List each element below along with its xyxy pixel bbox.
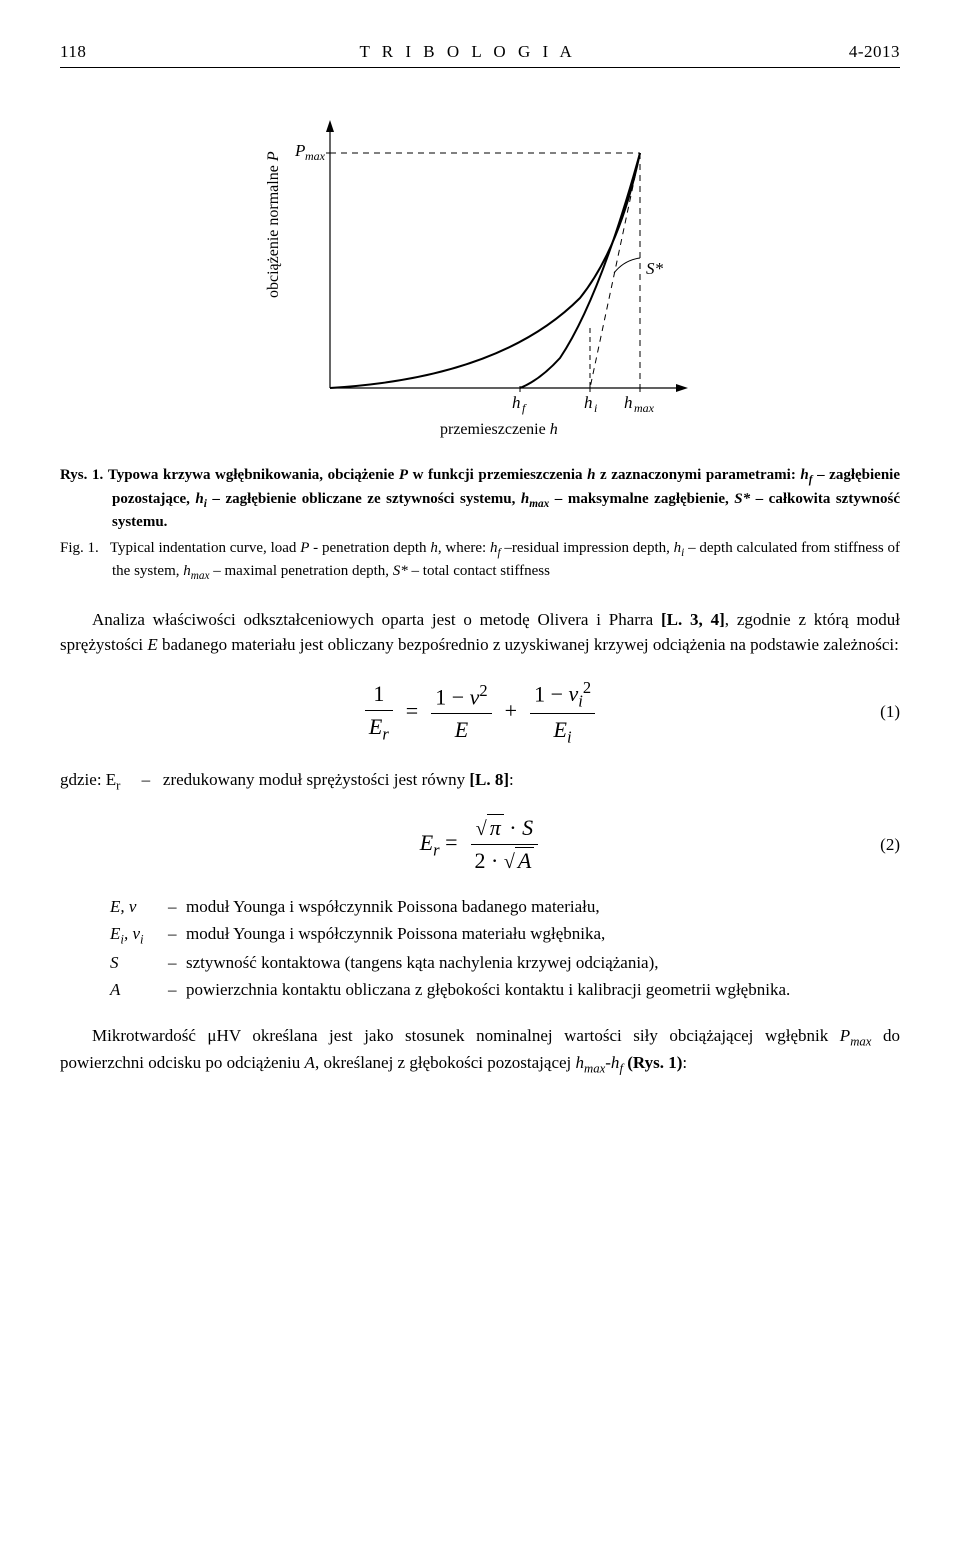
caption-en-text: Typical indentation curve, load P - pene…	[110, 540, 900, 579]
def-text: moduł Younga i współczynnik Poissona bad…	[186, 895, 900, 920]
def-row: E, ν – moduł Younga i współczynnik Poiss…	[110, 895, 900, 920]
def-row: Ei, νi – moduł Younga i współczynnik Poi…	[110, 922, 900, 949]
caption-pl: Rys. 1. Typowa krzywa wgłębnikowania, ob…	[60, 465, 900, 533]
svg-text:przemieszczenie h: przemieszczenie h	[440, 421, 558, 438]
page-header: 118 T R I B O L O G I A 4-2013	[60, 40, 900, 68]
svg-text:obciążenie normalne P: obciążenie normalne P	[265, 151, 282, 298]
def-text: sztywność kontaktowa (tangens kąta nachy…	[186, 951, 900, 976]
equation-2: Er = √π · S 2 · √A (2)	[60, 812, 900, 877]
def-text: powierzchnia kontaktu obliczana z głębok…	[186, 978, 900, 1003]
issue-number: 4-2013	[849, 40, 900, 65]
where-clause: gdzie: Er – zredukowany moduł sprężystoś…	[60, 768, 900, 795]
svg-text:i: i	[594, 401, 597, 415]
svg-text:h: h	[624, 393, 633, 412]
equation-2-number: (2)	[880, 833, 900, 858]
def-symbol: Ei, νi	[110, 922, 168, 949]
svg-text:max: max	[634, 401, 655, 415]
svg-text:h: h	[584, 393, 593, 412]
paragraph-2: Mikrotwardość μHV określana jest jako st…	[60, 1024, 900, 1078]
caption-pl-label: Rys. 1.	[60, 467, 103, 483]
svg-text:h: h	[512, 393, 521, 412]
page-number: 118	[60, 40, 86, 65]
def-row: A – powierzchnia kontaktu obliczana z gł…	[110, 978, 900, 1003]
svg-text:max: max	[305, 149, 326, 163]
paragraph-1: Analiza właściwości odkształceniowych op…	[60, 608, 900, 657]
equation-1-number: (1)	[880, 700, 900, 725]
indentation-curve-chart: P max S* h f h i h max obciążenie normal…	[250, 98, 710, 438]
svg-text:S*: S*	[646, 259, 664, 278]
definition-list: E, ν – moduł Younga i współczynnik Poiss…	[110, 895, 900, 1002]
def-symbol: E, ν	[110, 895, 168, 920]
caption-en: Fig. 1. Typical indentation curve, load …	[60, 538, 900, 585]
caption-pl-text: Typowa krzywa wgłębnikowania, obciążenie…	[108, 467, 900, 530]
def-symbol: A	[110, 978, 168, 1003]
caption-en-label: Fig. 1.	[60, 540, 106, 556]
svg-text:P: P	[294, 141, 305, 160]
equation-1: 1Er = 1 − ν2E + 1 − νi2Ei (1)	[60, 676, 900, 750]
journal-name: T R I B O L O G I A	[359, 40, 575, 65]
def-row: S – sztywność kontaktowa (tangens kąta n…	[110, 951, 900, 976]
def-text: moduł Younga i współczynnik Poissona mat…	[186, 922, 900, 947]
figure-1: P max S* h f h i h max obciążenie normal…	[60, 98, 900, 446]
def-symbol: S	[110, 951, 168, 976]
svg-text:f: f	[522, 401, 527, 415]
